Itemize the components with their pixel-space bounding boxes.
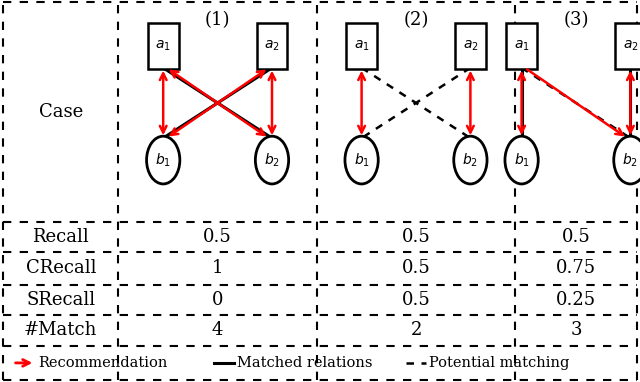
Text: $a_2$: $a_2$	[264, 39, 280, 53]
Ellipse shape	[614, 136, 640, 184]
FancyBboxPatch shape	[346, 23, 377, 69]
Text: 0.5: 0.5	[402, 259, 430, 277]
Text: (1): (1)	[205, 11, 230, 29]
Text: 0: 0	[212, 291, 223, 309]
FancyBboxPatch shape	[455, 23, 486, 69]
Text: $b_2$: $b_2$	[264, 151, 280, 169]
Text: 3: 3	[570, 321, 582, 340]
Text: 0.5: 0.5	[204, 228, 232, 246]
Text: 0.25: 0.25	[556, 291, 596, 309]
Text: $a_1$: $a_1$	[354, 39, 369, 53]
Text: 2: 2	[410, 321, 422, 340]
Ellipse shape	[454, 136, 487, 184]
Text: 0.5: 0.5	[402, 228, 430, 246]
FancyBboxPatch shape	[506, 23, 537, 69]
Text: CRecall: CRecall	[26, 259, 96, 277]
Text: 0.5: 0.5	[402, 291, 430, 309]
FancyBboxPatch shape	[148, 23, 179, 69]
Text: Matched relations: Matched relations	[237, 356, 372, 370]
Text: 1: 1	[212, 259, 223, 277]
Text: $a_1$: $a_1$	[514, 39, 529, 53]
Text: (3): (3)	[563, 11, 589, 29]
Ellipse shape	[345, 136, 378, 184]
Text: $b_1$: $b_1$	[155, 151, 172, 169]
Text: Recall: Recall	[33, 228, 89, 246]
Ellipse shape	[147, 136, 180, 184]
Text: Recommendation: Recommendation	[38, 356, 168, 370]
Text: (2): (2)	[403, 11, 429, 29]
Ellipse shape	[255, 136, 289, 184]
Text: $b_2$: $b_2$	[462, 151, 479, 169]
Text: $a_1$: $a_1$	[156, 39, 171, 53]
Text: SRecall: SRecall	[26, 291, 95, 309]
FancyBboxPatch shape	[257, 23, 287, 69]
Text: 0.5: 0.5	[562, 228, 590, 246]
Text: Case: Case	[38, 103, 83, 121]
Text: $a_2$: $a_2$	[623, 39, 638, 53]
Text: 4: 4	[212, 321, 223, 340]
Text: $a_2$: $a_2$	[463, 39, 478, 53]
Text: $b_2$: $b_2$	[622, 151, 639, 169]
Text: $b_1$: $b_1$	[353, 151, 370, 169]
Ellipse shape	[505, 136, 538, 184]
Text: #Match: #Match	[24, 321, 97, 340]
Text: $b_1$: $b_1$	[513, 151, 530, 169]
Text: 0.75: 0.75	[556, 259, 596, 277]
FancyBboxPatch shape	[615, 23, 640, 69]
Text: Potential matching: Potential matching	[429, 356, 569, 370]
